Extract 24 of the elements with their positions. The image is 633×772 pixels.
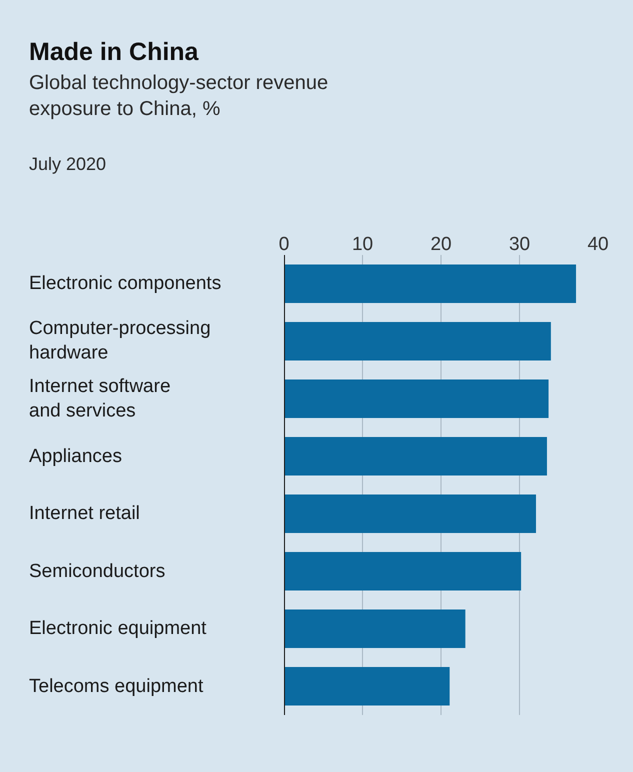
chart-title: Made in China xyxy=(29,38,200,66)
bar xyxy=(284,552,522,591)
y-tick-label: Internet retail xyxy=(29,503,140,524)
chart-subtitle: Global technology-sector revenue exposure to China, % xyxy=(29,72,328,120)
bar xyxy=(284,379,549,418)
y-tick-label: Internet software and services xyxy=(29,376,171,422)
bar xyxy=(284,609,466,648)
y-tick-label: Electronic equipment xyxy=(29,618,208,639)
x-tick-label: 10 xyxy=(352,234,374,256)
y-tick-label: Appliances xyxy=(29,446,122,467)
bar xyxy=(284,264,576,304)
y-tick-label: Semiconductors xyxy=(29,561,166,582)
text: July 2020 xyxy=(29,154,106,174)
y-tick-label: Telecoms equipment xyxy=(29,676,204,697)
x-tick-label: 30 xyxy=(508,234,530,256)
x-tick-label: 20 xyxy=(430,234,452,256)
bar xyxy=(284,436,547,476)
bar xyxy=(284,666,450,706)
x-tick-label: 40 xyxy=(587,234,609,256)
bar xyxy=(284,322,551,361)
x-tick-label: 0 xyxy=(278,234,290,256)
y-tick-label: Computer-processing hardware xyxy=(29,318,211,364)
y-tick-label: Electronic components xyxy=(29,273,222,294)
bar xyxy=(284,494,536,534)
